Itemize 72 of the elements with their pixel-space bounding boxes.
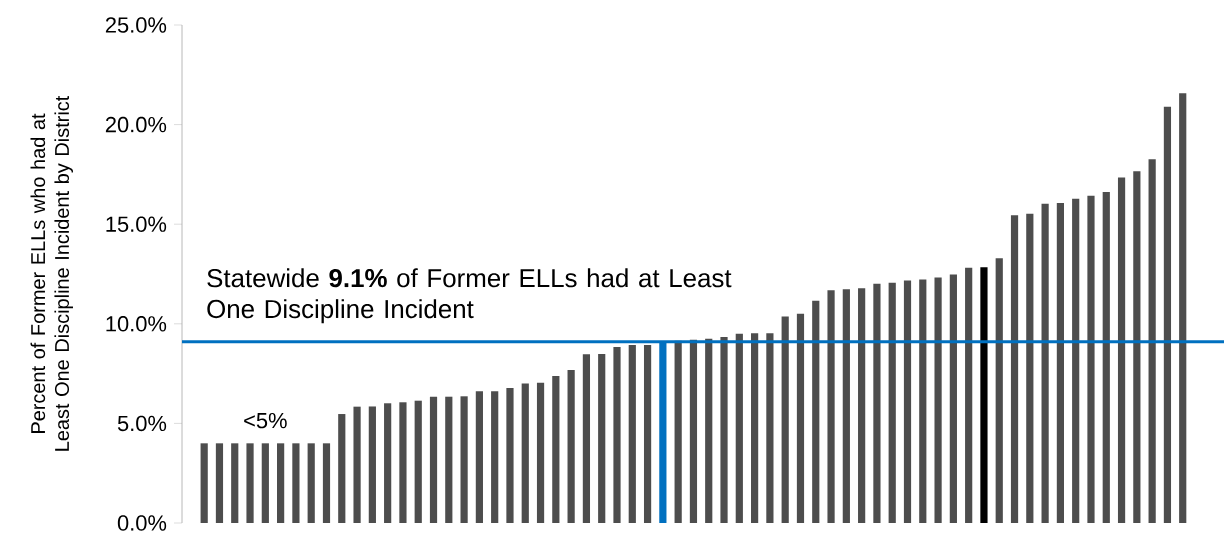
bar bbox=[674, 340, 682, 523]
bar bbox=[338, 414, 346, 523]
bar bbox=[521, 383, 529, 523]
y-tick-label: 20.0% bbox=[105, 116, 167, 133]
bar bbox=[246, 443, 254, 523]
bar bbox=[598, 353, 606, 523]
bar bbox=[1072, 198, 1080, 523]
bar bbox=[322, 443, 331, 523]
bar bbox=[919, 279, 927, 523]
ref-line-label: Statewide 9.1% of Former ELLs had at Least One Discipline Incident bbox=[207, 268, 732, 324]
bar bbox=[353, 406, 361, 523]
bar bbox=[368, 406, 376, 523]
bar bbox=[582, 354, 591, 523]
bar bbox=[414, 400, 422, 523]
bar bbox=[812, 300, 820, 523]
y-tick-label: 15.0% bbox=[106, 216, 167, 232]
bar bbox=[1041, 203, 1049, 523]
bar bbox=[965, 267, 973, 523]
bar bbox=[491, 391, 499, 523]
bar bbox=[1117, 177, 1126, 523]
bar bbox=[261, 443, 269, 523]
bar bbox=[536, 382, 545, 523]
bar bbox=[888, 282, 896, 523]
bar bbox=[980, 267, 988, 523]
bar bbox=[995, 258, 1003, 523]
bar bbox=[292, 443, 300, 523]
bar bbox=[429, 396, 438, 523]
bar bbox=[1026, 213, 1034, 523]
bar bbox=[628, 344, 636, 523]
bar bbox=[384, 403, 392, 523]
bar bbox=[460, 396, 468, 523]
bar bbox=[643, 344, 652, 523]
bar bbox=[858, 288, 866, 523]
bar bbox=[781, 316, 789, 523]
bar bbox=[1148, 159, 1156, 523]
bar bbox=[475, 391, 483, 523]
bar bbox=[751, 333, 759, 523]
bar bbox=[827, 290, 835, 523]
bar bbox=[1163, 106, 1172, 523]
bar bbox=[842, 289, 850, 523]
bar bbox=[613, 346, 621, 523]
bar bbox=[1102, 191, 1110, 523]
bar bbox=[766, 333, 774, 523]
bar bbox=[720, 336, 728, 523]
y-tick-label: 10.0% bbox=[106, 316, 167, 332]
bar bbox=[873, 283, 881, 523]
bar bbox=[705, 338, 713, 523]
bar bbox=[903, 280, 912, 523]
bar bbox=[949, 274, 957, 523]
bar bbox=[215, 443, 224, 523]
bar bbox=[231, 443, 239, 523]
bar bbox=[277, 443, 285, 523]
bar bbox=[735, 333, 743, 523]
bar bbox=[1087, 195, 1095, 523]
y-tick-label: 5.0% bbox=[117, 415, 167, 432]
bar bbox=[552, 375, 560, 523]
bar bbox=[399, 402, 407, 523]
y-axis-title: Percent of Former ELLs who had at Least One Discipline Incident by District bbox=[30, 95, 73, 451]
bar bbox=[1056, 203, 1064, 523]
bar bbox=[567, 370, 575, 523]
bar bbox=[796, 313, 805, 523]
y-tick-label: 0.0% bbox=[117, 515, 167, 531]
bar bbox=[1179, 93, 1187, 523]
annotation: <5% bbox=[244, 412, 287, 429]
y-tick-label: 25.0% bbox=[105, 17, 167, 33]
bar bbox=[1133, 171, 1141, 523]
bar bbox=[934, 277, 942, 523]
bar bbox=[445, 396, 453, 523]
bar bbox=[506, 387, 514, 523]
bar bbox=[200, 443, 208, 523]
bar bbox=[1010, 215, 1019, 523]
bar bbox=[307, 443, 315, 523]
